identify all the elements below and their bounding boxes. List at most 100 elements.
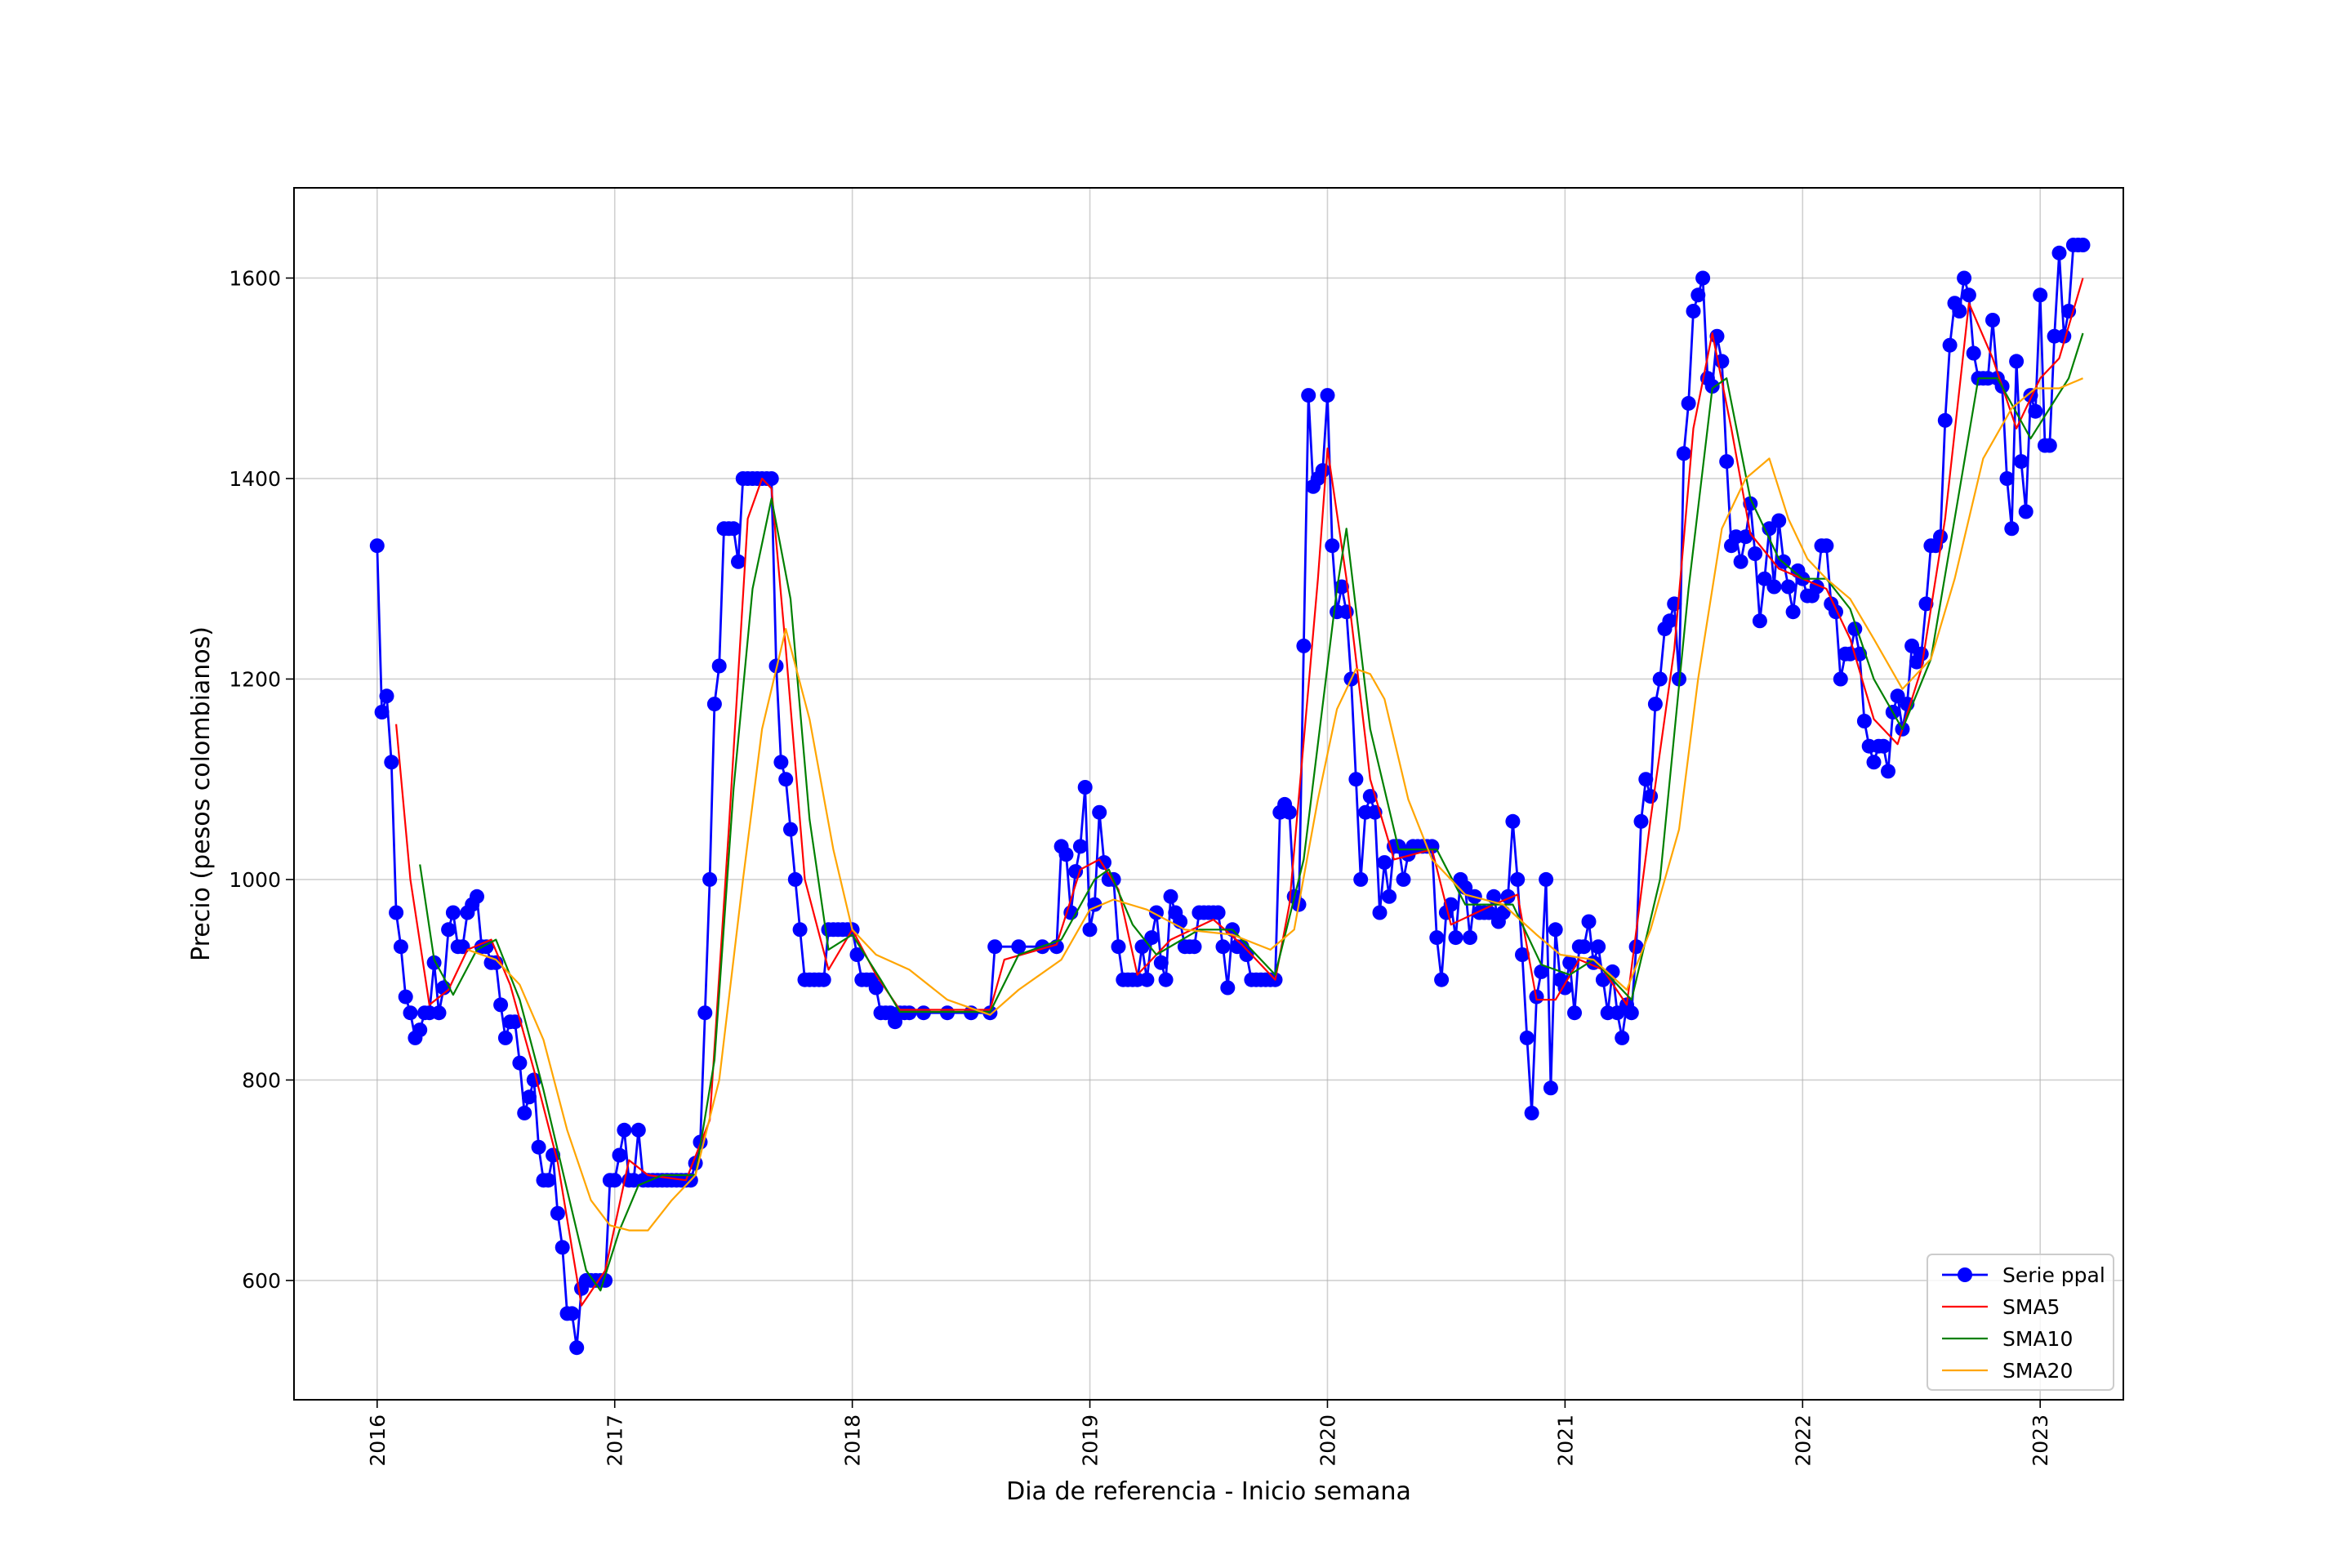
x-tick-label: 2022 <box>1791 1414 1815 1467</box>
data-point <box>1615 1030 1630 1045</box>
data-point <box>1072 839 1088 854</box>
data-point <box>1153 955 1169 970</box>
y-tick-label: 1000 <box>229 868 281 892</box>
data-point <box>1510 871 1526 887</box>
data-point <box>1548 922 1563 938</box>
data-point <box>915 1005 931 1021</box>
data-point <box>1690 287 1706 303</box>
legend-item: SMA5 <box>1942 1295 2060 1319</box>
data-point <box>1495 905 1511 920</box>
data-point <box>1077 780 1093 795</box>
series-sma10 <box>419 332 2084 1292</box>
data-point <box>1158 972 1174 987</box>
data-point <box>1957 270 1972 286</box>
data-point <box>497 1030 513 1045</box>
data-point <box>1829 604 1843 620</box>
data-point <box>1239 947 1254 962</box>
data-point <box>1638 772 1654 787</box>
data-point <box>1581 914 1597 929</box>
legend-box <box>1927 1254 2114 1391</box>
data-point <box>1628 939 1644 955</box>
data-point <box>1819 538 1834 554</box>
data-point <box>868 980 884 996</box>
data-point <box>849 947 865 962</box>
data-point <box>1633 813 1649 829</box>
data-point <box>1785 604 1801 620</box>
legend: Serie ppal SMA5 SMA10 SMA20 <box>1927 1254 2114 1391</box>
data-point <box>1833 671 1848 687</box>
data-point <box>1215 939 1231 955</box>
data-point <box>787 871 803 887</box>
data-point <box>778 772 794 787</box>
data-point <box>564 1306 580 1321</box>
data-point <box>1315 463 1330 479</box>
data-point <box>1515 947 1530 962</box>
data-point <box>441 922 457 938</box>
legend-item: Serie ppal <box>1942 1263 2105 1287</box>
data-point <box>1752 613 1767 629</box>
data-point <box>2018 504 2034 519</box>
data-point <box>1353 871 1369 887</box>
data-point <box>512 1055 528 1071</box>
data-point <box>455 939 470 955</box>
data-point <box>1296 638 1312 653</box>
data-point <box>517 1105 532 1120</box>
y-tick-label: 1600 <box>229 266 281 290</box>
data-point <box>1771 513 1787 528</box>
data-point <box>1448 930 1463 946</box>
data-point <box>1780 579 1796 595</box>
data-point <box>1766 579 1782 595</box>
data-point <box>374 705 390 719</box>
data-point <box>569 1340 585 1356</box>
data-point <box>431 1005 447 1021</box>
data-point <box>1704 379 1720 394</box>
x-tick-label: 2016 <box>366 1414 390 1467</box>
data-point <box>726 521 742 537</box>
data-point <box>1320 388 1335 403</box>
data-point <box>1961 287 1976 303</box>
y-axis-ticks: 600 800 1000 1200 1400 1600 <box>229 266 294 1293</box>
data-point <box>555 1240 570 1255</box>
data-point <box>1058 847 1074 862</box>
data-point <box>1524 1105 1539 1120</box>
data-point <box>764 471 779 486</box>
axes-frame <box>293 187 2124 1401</box>
data-point <box>1463 930 1477 946</box>
data-point <box>1918 596 1934 612</box>
data-point <box>697 1005 713 1021</box>
data-point <box>702 871 718 887</box>
data-point <box>1187 939 1202 955</box>
data-point <box>1942 337 1958 353</box>
data-point <box>1519 1030 1535 1045</box>
data-point <box>1576 939 1592 955</box>
data-point <box>783 822 798 837</box>
data-point <box>1220 980 1236 996</box>
data-point <box>1111 939 1126 955</box>
series-line <box>395 278 2084 1307</box>
data-point <box>612 1147 627 1163</box>
series-sma5 <box>395 278 2084 1307</box>
data-point <box>1695 270 1711 286</box>
data-point <box>1068 864 1084 880</box>
data-point <box>1662 613 1677 629</box>
data-point <box>1738 529 1753 545</box>
legend-item: SMA10 <box>1942 1327 2073 1351</box>
x-tick-label: 2023 <box>2029 1414 2052 1467</box>
data-point <box>384 755 399 770</box>
data-point <box>1382 889 1397 904</box>
data-point <box>1139 972 1155 987</box>
legend-label: SMA20 <box>2002 1359 2073 1383</box>
data-point <box>1539 871 1554 887</box>
x-tick-label: 2021 <box>1553 1414 1577 1467</box>
data-point <box>773 755 789 770</box>
legend-item: SMA20 <box>1942 1359 2073 1383</box>
data-point <box>1686 304 1701 318</box>
legend-label: Serie ppal <box>2002 1263 2105 1287</box>
data-point <box>1210 905 1226 920</box>
x-axis-ticks: 2016 2017 2018 2019 2020 2021 2022 2023 <box>366 1400 2052 1467</box>
data-point <box>1543 1080 1558 1096</box>
data-point <box>1396 871 1411 887</box>
data-point <box>1591 939 1606 955</box>
data-point <box>1985 313 2000 327</box>
